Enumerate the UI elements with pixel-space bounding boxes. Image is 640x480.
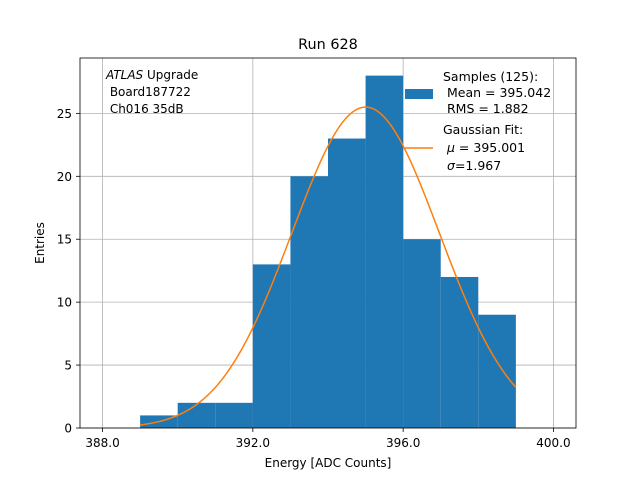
- legend-fit-mu: μ = 395.001: [446, 140, 525, 155]
- axes-frame: [79, 57, 577, 429]
- annotation-board: Board187722: [106, 85, 191, 99]
- y-tick-label-2: 10: [57, 296, 72, 310]
- y-tick-label-3: 15: [57, 233, 72, 247]
- legend-samples-mean: Mean = 395.042: [443, 85, 551, 100]
- annotation-line-1: ATLAS Upgrade: [105, 68, 198, 82]
- x-tick-label-1: 392.0: [236, 436, 270, 450]
- legend-sigma-symbol: σ: [447, 158, 456, 173]
- x-tick-label-0: 388.0: [85, 436, 119, 450]
- legend-histogram-patch: [405, 89, 433, 99]
- x-tick-label-2: 396.0: [386, 436, 420, 450]
- atlas-annotation: ATLAS Upgrade Board187722 Ch016 35dB: [105, 68, 198, 116]
- y-tick-label-5: 25: [57, 107, 72, 121]
- legend: Samples (125): Mean = 395.042 RMS = 1.88…: [405, 69, 551, 173]
- legend-sigma-value: =1.967: [455, 158, 501, 173]
- y-tick-label-1: 5: [64, 359, 72, 373]
- histogram-bar-6: [365, 75, 404, 428]
- histogram-bar-5: [328, 138, 366, 428]
- y-axis-label: Entries: [33, 222, 47, 264]
- legend-samples-title: Samples (125):: [443, 69, 538, 84]
- x-tick-label-3: 400.0: [536, 436, 570, 450]
- chart-title: Run 628: [298, 37, 358, 53]
- histogram-bar-9: [478, 314, 516, 428]
- annotation-upgrade-text: Upgrade: [143, 68, 198, 82]
- x-axis-ticks: 388.0 392.0 396.0 400.0: [85, 428, 571, 450]
- histogram-bar-1: [177, 402, 216, 428]
- legend-fit-sigma: σ=1.967: [447, 158, 501, 173]
- histogram-bar-3: [252, 264, 291, 428]
- legend-mu-symbol: μ: [446, 140, 455, 155]
- histogram-bar-7: [403, 239, 441, 428]
- histogram-bars: [140, 75, 516, 428]
- y-tick-label-4: 20: [57, 170, 72, 184]
- histogram-bar-2: [215, 402, 253, 428]
- histogram-bar-8: [440, 276, 479, 428]
- annotation-atlas-text: ATLAS: [105, 68, 144, 82]
- gaussian-fit-curve: [140, 106, 517, 426]
- legend-samples-rms: RMS = 1.882: [443, 101, 529, 116]
- plot-area: 388.0 392.0 396.0 400.0 0 5 10 15 20 25: [57, 57, 577, 450]
- x-axis-label: Energy [ADC Counts]: [265, 456, 392, 470]
- histogram-bar-4: [290, 176, 328, 428]
- y-axis-ticks: 0 5 10 15 20 25: [57, 107, 80, 436]
- legend-mu-value: = 395.001: [455, 140, 525, 155]
- annotation-channel: Ch016 35dB: [106, 102, 184, 116]
- legend-fit-title: Gaussian Fit:: [443, 122, 523, 137]
- y-tick-label-0: 0: [64, 422, 72, 436]
